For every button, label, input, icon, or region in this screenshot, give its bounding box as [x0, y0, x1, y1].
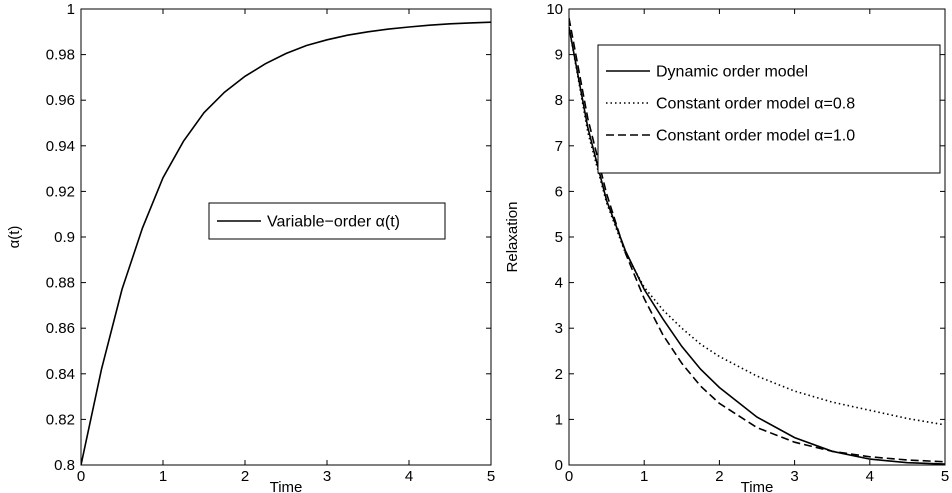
- y-axis-label: Relaxation: [504, 202, 521, 273]
- x-tick-label: 1: [640, 468, 648, 485]
- y-tick-label: 2: [555, 366, 563, 383]
- y-tick-label: 3: [555, 320, 563, 337]
- y-tick-label: 0.86: [46, 320, 75, 337]
- series-line-dashed: [569, 17, 945, 463]
- x-tick-label: 4: [866, 468, 874, 485]
- y-tick-label: 7: [555, 138, 563, 155]
- y-tick-label: 0.98: [46, 47, 75, 64]
- y-tick-label: 6: [555, 183, 563, 200]
- legend: Variable−order α(t): [208, 202, 446, 240]
- x-tick-label: 2: [715, 468, 723, 485]
- x-tick-label: 3: [790, 468, 798, 485]
- right-chart: 0 1 2 3 4 5 0 1 2 3 4 5 6 7 8 9 10 Time Relaxation Dynamic …: [504, 1, 949, 493]
- x-tick-label: 4: [405, 468, 413, 485]
- legend: Dynamic order model Constant order model …: [597, 44, 941, 174]
- x-tick-label: 2: [241, 468, 249, 485]
- y-tick-label: 4: [555, 275, 563, 292]
- x-axis-label: Time: [741, 479, 774, 493]
- series-line-dotted: [569, 27, 945, 426]
- y-tick-label: 0.94: [46, 138, 75, 155]
- y-tick-label: 0.96: [46, 92, 75, 109]
- y-tick-label: 8: [555, 92, 563, 109]
- y-tick-label: 0.84: [46, 366, 75, 383]
- y-tick-label: 0.92: [46, 183, 75, 200]
- y-axis-label: α(t): [6, 226, 23, 249]
- x-axis-label: Time: [270, 479, 303, 493]
- y-tick-label: 1: [67, 1, 75, 18]
- legend-label: Constant order model α=1.0: [656, 128, 855, 145]
- legend-label: Dynamic order model: [656, 64, 808, 81]
- y-tick-label: 5: [555, 229, 563, 246]
- series-line-solid: [81, 21, 491, 465]
- x-tick-label: 5: [487, 468, 495, 485]
- legend-box: [597, 44, 941, 174]
- y-tick-label: 0: [555, 457, 563, 474]
- x-tick-label: 5: [941, 468, 949, 485]
- y-tick-label: 0.9: [54, 229, 75, 246]
- x-tick-label: 3: [323, 468, 331, 485]
- x-tick-label: 1: [159, 468, 167, 485]
- y-tick-label: 1: [555, 411, 563, 428]
- left-chart: 0 1 2 3 4 5 0.8 0.82 0.84 0.86 0.88 0.9 0.92 0.94 0.96…: [6, 1, 495, 493]
- legend-label: Variable−order α(t): [267, 214, 400, 231]
- legend-label: Constant order model α=0.8: [656, 96, 855, 113]
- y-tick-label: 10: [546, 1, 563, 18]
- y-tick-label: 0.82: [46, 411, 75, 428]
- y-tick-label: 0.88: [46, 275, 75, 292]
- series-line-solid: [569, 27, 945, 465]
- y-tick-label: 0.8: [54, 457, 75, 474]
- y-tick-label: 9: [555, 47, 563, 64]
- x-tick-label: 0: [77, 468, 85, 485]
- x-tick-label: 0: [565, 468, 573, 485]
